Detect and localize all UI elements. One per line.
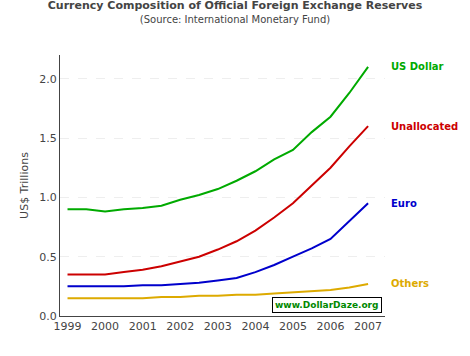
- svg-text:Currency Composition of Offici: Currency Composition of Official Foreign…: [48, 0, 423, 25]
- svg-text:www.DollarDaze.org: www.DollarDaze.org: [275, 300, 379, 310]
- svg-text:2.0: 2.0: [39, 73, 57, 86]
- svg-text:2000: 2000: [91, 320, 119, 333]
- svg-text:Unallocated: Unallocated: [391, 121, 458, 132]
- svg-text:1.5: 1.5: [39, 132, 57, 145]
- svg-text:1999: 1999: [54, 320, 82, 333]
- svg-text:2003: 2003: [204, 320, 232, 333]
- svg-text:Euro: Euro: [391, 198, 417, 209]
- svg-text:2006: 2006: [317, 320, 345, 333]
- svg-text:1.0: 1.0: [39, 191, 57, 204]
- svg-text:2002: 2002: [166, 320, 194, 333]
- svg-text:0.0: 0.0: [39, 310, 57, 323]
- svg-text:2001: 2001: [129, 320, 157, 333]
- svg-text:US$ Trillions: US$ Trillions: [18, 152, 31, 219]
- svg-text:2007: 2007: [354, 320, 382, 333]
- svg-text:2004: 2004: [241, 320, 269, 333]
- svg-text:Others: Others: [391, 278, 429, 289]
- svg-text:US Dollar: US Dollar: [391, 61, 444, 72]
- svg-text:2005: 2005: [279, 320, 307, 333]
- svg-text:0.5: 0.5: [39, 251, 57, 264]
